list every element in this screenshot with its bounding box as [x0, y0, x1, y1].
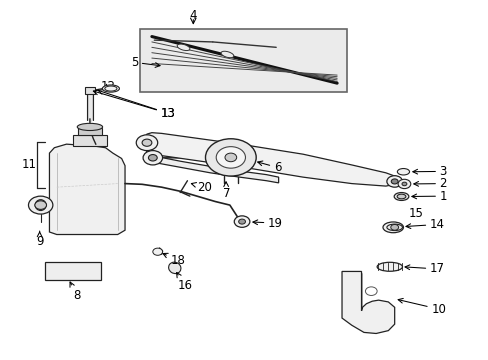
- Text: 15: 15: [408, 207, 423, 220]
- Circle shape: [136, 135, 158, 150]
- Polygon shape: [147, 152, 278, 183]
- Ellipse shape: [396, 194, 405, 199]
- Circle shape: [143, 150, 162, 165]
- Circle shape: [216, 147, 245, 168]
- Circle shape: [153, 248, 162, 255]
- Circle shape: [35, 201, 46, 210]
- Text: 19: 19: [252, 216, 283, 230]
- Text: 11: 11: [21, 158, 37, 171]
- Ellipse shape: [35, 200, 46, 211]
- Text: 7: 7: [222, 182, 229, 200]
- Ellipse shape: [104, 86, 117, 91]
- Text: 1: 1: [411, 190, 446, 203]
- Text: 2: 2: [413, 177, 446, 190]
- Polygon shape: [144, 133, 397, 186]
- Ellipse shape: [382, 222, 403, 233]
- Text: 10: 10: [397, 298, 445, 316]
- Ellipse shape: [386, 224, 402, 230]
- Circle shape: [390, 179, 397, 184]
- Ellipse shape: [102, 85, 119, 92]
- Text: 6: 6: [257, 161, 281, 174]
- Text: 5: 5: [131, 56, 160, 69]
- Circle shape: [397, 179, 410, 189]
- Bar: [84, 87, 95, 94]
- Circle shape: [238, 219, 245, 224]
- Circle shape: [148, 154, 157, 161]
- Text: 9: 9: [36, 231, 43, 248]
- Text: 17: 17: [404, 262, 444, 275]
- Text: 13: 13: [93, 90, 175, 120]
- Circle shape: [365, 287, 376, 296]
- Bar: [44, 262, 101, 280]
- Circle shape: [234, 216, 249, 227]
- Ellipse shape: [168, 262, 181, 274]
- Circle shape: [142, 139, 152, 146]
- Polygon shape: [341, 271, 394, 333]
- Ellipse shape: [376, 262, 402, 271]
- Circle shape: [401, 182, 406, 186]
- Circle shape: [386, 176, 402, 187]
- Text: 16: 16: [176, 273, 192, 292]
- Text: 8: 8: [70, 282, 80, 302]
- Text: 3: 3: [412, 165, 446, 178]
- Ellipse shape: [77, 123, 102, 131]
- Ellipse shape: [221, 51, 233, 58]
- Text: 14: 14: [405, 218, 444, 231]
- Circle shape: [390, 225, 398, 230]
- Ellipse shape: [393, 193, 408, 201]
- Bar: [78, 128, 102, 135]
- Bar: [140, 30, 346, 92]
- Bar: [73, 135, 107, 146]
- Text: 4: 4: [189, 9, 197, 22]
- Polygon shape: [49, 144, 125, 234]
- Text: 18: 18: [163, 253, 185, 267]
- Circle shape: [205, 139, 256, 176]
- Ellipse shape: [177, 44, 189, 50]
- Circle shape: [28, 196, 53, 214]
- Text: 12: 12: [101, 80, 116, 93]
- Ellipse shape: [397, 168, 409, 175]
- Text: 20: 20: [191, 181, 211, 194]
- Circle shape: [224, 153, 236, 162]
- Text: 13: 13: [98, 90, 175, 120]
